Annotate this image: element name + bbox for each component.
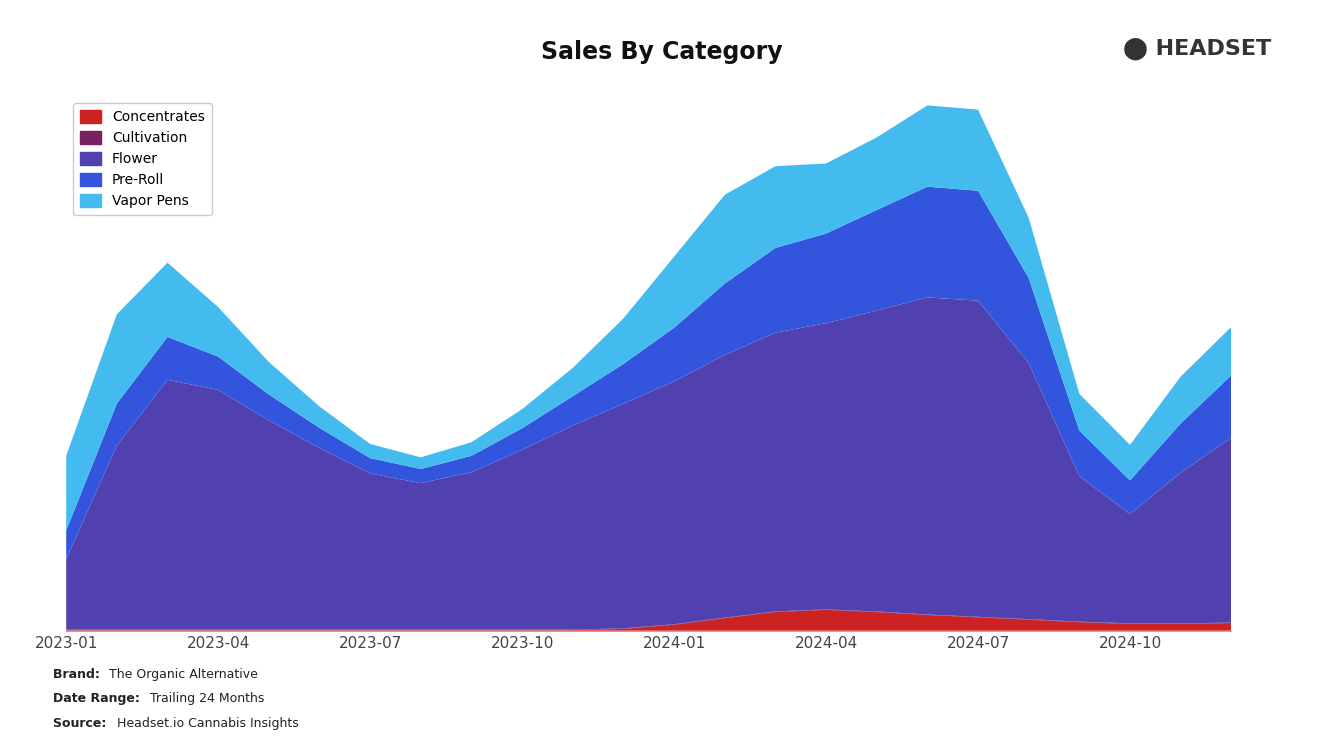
Text: The Organic Alternative: The Organic Alternative bbox=[109, 668, 258, 681]
Legend: Concentrates, Cultivation, Flower, Pre-Roll, Vapor Pens: Concentrates, Cultivation, Flower, Pre-R… bbox=[73, 103, 212, 215]
Text: Source:: Source: bbox=[53, 717, 111, 730]
Text: ⬤ HEADSET: ⬤ HEADSET bbox=[1123, 37, 1271, 59]
Text: Brand:: Brand: bbox=[53, 668, 105, 681]
Text: Trailing 24 Months: Trailing 24 Months bbox=[150, 692, 265, 706]
Text: Date Range:: Date Range: bbox=[53, 692, 144, 706]
Text: Headset.io Cannabis Insights: Headset.io Cannabis Insights bbox=[117, 717, 299, 730]
Text: Sales By Category: Sales By Category bbox=[542, 40, 782, 64]
